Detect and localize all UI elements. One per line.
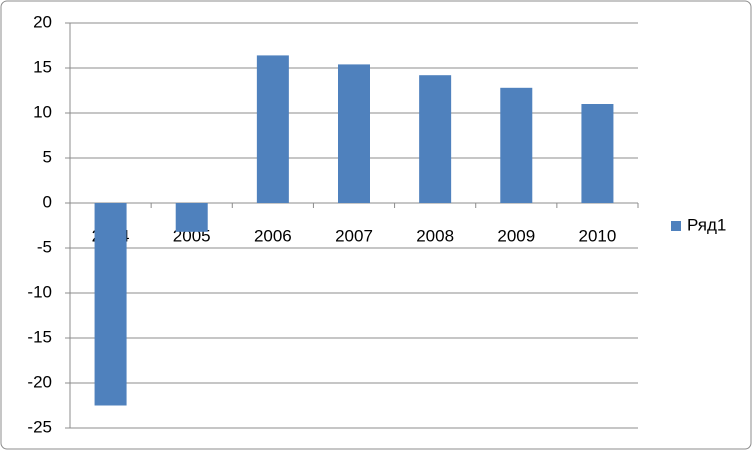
- bar: [500, 87, 533, 203]
- y-tick-label: 15: [33, 57, 52, 76]
- x-tick-label: 2006: [254, 226, 292, 245]
- y-tick-label: -20: [27, 372, 52, 391]
- y-tick-label: 0: [43, 192, 52, 211]
- y-tick-label: 20: [33, 12, 52, 31]
- bar: [175, 203, 208, 232]
- bar: [256, 55, 289, 204]
- x-tick-label: 2007: [335, 226, 373, 245]
- legend-label: Ряд1: [687, 215, 726, 234]
- bar: [581, 104, 614, 203]
- y-tick-label: -25: [27, 417, 52, 436]
- y-tick-label: -15: [27, 327, 52, 346]
- legend-swatch: [671, 221, 681, 231]
- y-tick-label: -5: [37, 237, 52, 256]
- bar: [419, 75, 452, 203]
- x-tick-label: 2010: [579, 226, 617, 245]
- bar: [94, 203, 127, 406]
- bar: [338, 64, 370, 204]
- y-tick-label: 10: [33, 102, 52, 121]
- x-tick-label: 2009: [497, 226, 535, 245]
- x-tick-label: 2008: [416, 226, 454, 245]
- y-tick-label: 5: [43, 147, 52, 166]
- y-tick-label: -10: [27, 282, 52, 301]
